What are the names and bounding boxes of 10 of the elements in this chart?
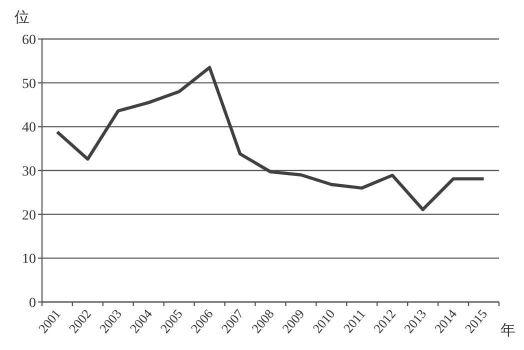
y-tick-label: 0: [29, 296, 36, 311]
y-tick-label: 30: [22, 164, 36, 180]
y-tick-label: 50: [22, 76, 36, 92]
y-tick-label: 40: [22, 120, 36, 136]
x-axis-title: 年: [500, 322, 516, 339]
y-tick-label: 10: [22, 252, 36, 268]
y-tick-label: 60: [22, 33, 36, 48]
y-axis-title: 位: [14, 9, 30, 26]
y-tick-label: 20: [22, 208, 36, 224]
line-series: [56, 66, 486, 212]
